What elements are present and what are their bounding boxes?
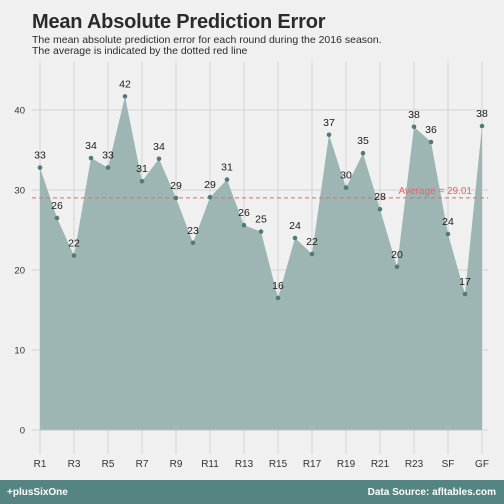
x-tick-label: GF (475, 459, 489, 470)
data-label: 38 (476, 108, 488, 120)
data-label: 22 (306, 236, 318, 248)
data-label: 22 (68, 238, 80, 250)
data-point (394, 264, 400, 270)
x-tick-label: R3 (68, 459, 81, 470)
x-tick-label: R17 (303, 459, 322, 470)
x-tick-label: R9 (170, 459, 183, 470)
data-point (360, 150, 366, 156)
data-label: 25 (255, 214, 267, 226)
data-label: 20 (391, 249, 403, 261)
average-label: Average = 29.01 (399, 186, 473, 197)
data-point (309, 251, 315, 257)
y-tick-label: 10 (14, 346, 25, 357)
data-label: 29 (170, 180, 182, 192)
x-tick-label: R5 (102, 459, 115, 470)
subtitle-line-1: The mean absolute prediction error for e… (32, 34, 382, 46)
data-point (207, 194, 213, 200)
data-label: 26 (238, 207, 250, 219)
data-point (88, 155, 94, 161)
data-point (139, 178, 145, 184)
data-label: 34 (85, 140, 97, 152)
data-label: 26 (51, 200, 63, 212)
data-point (326, 132, 332, 138)
area-chart: 0 10 20 30 40 Average = 29.01 33 26 22 34 33 42 31 34… (14, 62, 489, 470)
data-label: 42 (119, 78, 131, 90)
data-point (241, 222, 247, 228)
data-label: 31 (221, 162, 233, 174)
data-point (190, 240, 196, 246)
data-point (428, 139, 434, 145)
x-tick-label: R23 (405, 459, 424, 470)
data-label: 29 (204, 179, 216, 191)
x-tick-label: R11 (201, 459, 219, 470)
data-label: 33 (34, 150, 46, 162)
data-point (122, 94, 128, 99)
data-label: 30 (340, 170, 352, 182)
data-point (343, 185, 349, 190)
x-tick-label: R19 (337, 459, 356, 470)
data-point (292, 235, 298, 241)
data-point (258, 229, 264, 234)
x-tick-label: R21 (371, 459, 390, 470)
data-point (156, 156, 162, 162)
data-label: 31 (136, 163, 148, 175)
data-label: 34 (153, 141, 165, 153)
chart-title: Mean Absolute Prediction Error (32, 11, 326, 33)
x-tick-label: R13 (235, 459, 254, 470)
error-area (40, 96, 482, 431)
y-tick-label: 0 (20, 426, 25, 437)
data-point (224, 177, 230, 182)
data-label: 28 (374, 191, 386, 203)
data-label: 35 (357, 135, 369, 147)
data-point (479, 123, 485, 129)
data-label: 37 (323, 117, 335, 129)
y-tick-label: 40 (14, 106, 25, 117)
y-tick-label: 20 (14, 266, 25, 277)
data-label: 24 (442, 216, 454, 228)
footer-source: Data Source: afltables.com (367, 487, 496, 498)
x-tick-label: R7 (136, 459, 149, 470)
data-label: 33 (102, 150, 114, 162)
data-point (105, 165, 111, 170)
subtitle-line-2: The average is indicated by the dotted r… (32, 45, 248, 57)
data-point (71, 253, 77, 258)
data-point (54, 215, 60, 221)
data-label: 16 (272, 280, 284, 292)
data-point (377, 206, 383, 212)
data-point (275, 295, 281, 301)
data-point (37, 165, 43, 170)
chart-subtitle: The mean absolute prediction error for e… (32, 35, 382, 57)
x-tick-label: SF (442, 459, 455, 470)
data-label: 23 (187, 225, 199, 237)
data-label: 38 (408, 109, 420, 121)
footer-bar: +plusSixOne Data Source: afltables.com (0, 480, 504, 504)
data-label: 17 (459, 276, 471, 288)
x-tick-label: R15 (269, 459, 288, 470)
y-tick-label: 30 (14, 186, 25, 197)
data-point (462, 291, 468, 297)
data-point (445, 231, 451, 237)
data-point (411, 124, 417, 130)
data-label: 24 (289, 220, 301, 232)
footer-brand: +plusSixOne (7, 487, 68, 498)
x-tick-label: R1 (34, 459, 47, 470)
data-label: 36 (425, 124, 437, 136)
data-point (173, 195, 179, 201)
